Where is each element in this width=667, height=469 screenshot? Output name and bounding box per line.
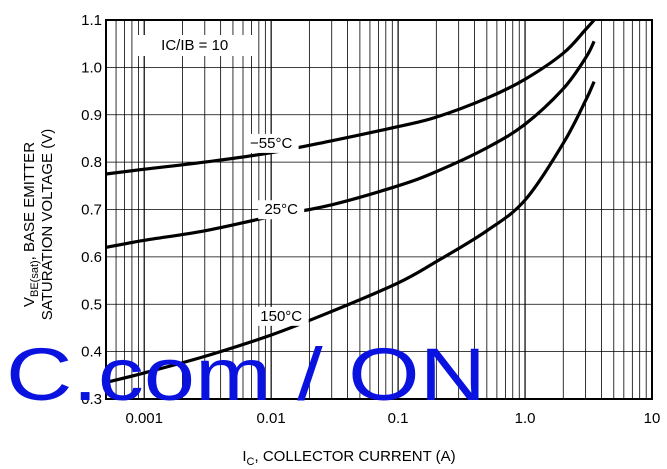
plot-frame	[105, 19, 653, 400]
y-tick-label: 0.3	[81, 391, 102, 408]
series-label-bg	[253, 306, 309, 326]
x-axis-label: IC, COLLECTOR CURRENT (A)	[242, 448, 455, 468]
y-tick-label: 1.0	[81, 59, 102, 76]
series-label-bg	[258, 200, 305, 220]
x-tick-label: 10	[644, 410, 661, 427]
ratio-annotation: IC/IB = 10	[136, 35, 253, 56]
x-axis-label-sub: C	[247, 456, 255, 468]
series-labels: −55°C 25°C 150°C	[243, 133, 309, 326]
y-tick-labels: 0.3 0.4 0.5 0.6 0.7 0.8 0.9 1.0 1.1	[81, 12, 102, 408]
ratio-annotation-bg	[136, 35, 253, 56]
y-axis-label-sub: BE(sat)	[29, 260, 41, 297]
y-axis-label: VBE(sat), BASE EMITTER SATURATION VOLTAG…	[21, 129, 56, 320]
series-label: 25°C	[264, 201, 298, 218]
y-tick-label: 0.8	[81, 154, 102, 171]
y-tick-label: 0.7	[81, 202, 102, 219]
series-line	[105, 40, 596, 249]
y-tick-label: 0.4	[81, 344, 102, 361]
x-tick-labels: 0.001 0.01 0.1 1.0 10	[125, 410, 660, 427]
series-lines	[105, 18, 596, 384]
series-label: −55°C	[250, 135, 292, 152]
y-axis-label-line1: VBE(sat), BASE EMITTER	[21, 142, 41, 307]
x-tick-label: 0.01	[257, 410, 286, 427]
y-axis-label-main: V	[21, 297, 38, 307]
x-tick-label: 0.1	[388, 410, 409, 427]
series-line	[105, 80, 596, 384]
ratio-annotation-text: IC/IB = 10	[161, 37, 228, 54]
x-axis-label-rest: , COLLECTOR CURRENT (A)	[254, 448, 455, 465]
y-tick-label: 1.1	[81, 12, 102, 29]
y-axis-label-line2: SATURATION VOLTAGE (V)	[39, 129, 56, 320]
watermark-text: C.com / ON	[6, 333, 486, 416]
series-line	[105, 18, 596, 176]
y-axis-label-rest: , BASE EMITTER	[21, 142, 38, 261]
x-tick-label: 1.0	[515, 410, 536, 427]
y-tick-label: 0.6	[81, 249, 102, 266]
x-tick-label: 0.001	[125, 410, 163, 427]
series-label-bg	[243, 133, 299, 153]
y-tick-label: 0.5	[81, 296, 102, 313]
series-label: 150°C	[260, 308, 302, 325]
y-tick-label: 0.9	[81, 107, 102, 124]
x-axis-label-main: I	[242, 448, 246, 465]
